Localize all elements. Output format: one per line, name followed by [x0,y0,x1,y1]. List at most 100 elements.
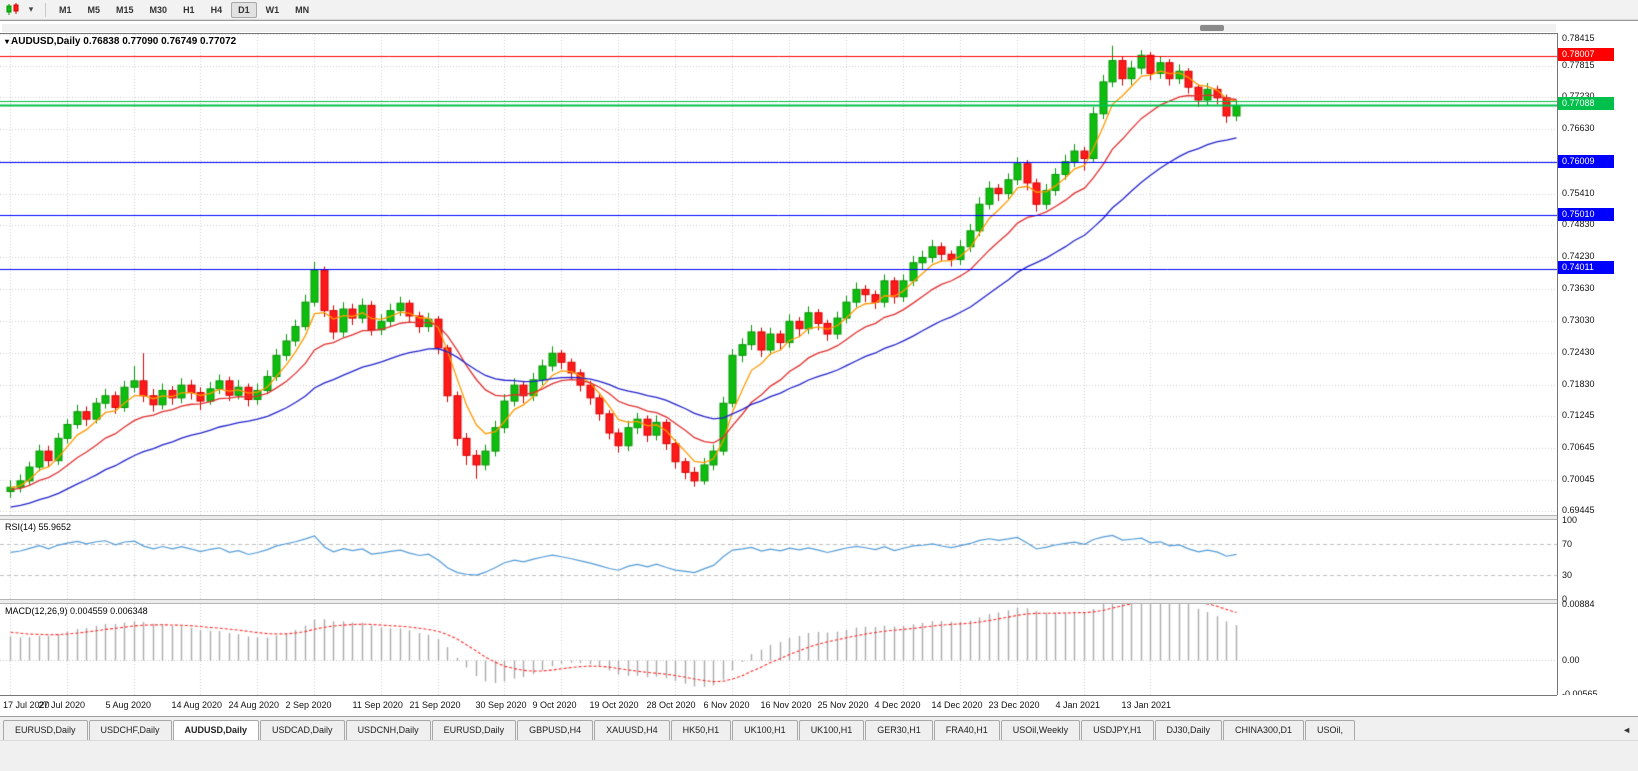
chart-title: ▾ AUDUSD,Daily 0.76838 0.77090 0.76749 0.… [5,36,236,47]
panel-separator[interactable] [0,599,1638,604]
chart-tab-audusd-daily[interactable]: AUDUSD,Daily [172,720,260,740]
date-label: 25 Nov 2020 [817,700,869,710]
date-label: 4 Dec 2020 [874,700,921,710]
chart-tab-xauusd-h4[interactable]: XAUUSD,H4 [594,720,670,740]
chart-ohlc-values: 0.76838 0.77090 0.76749 0.77072 [83,36,237,47]
timeframe-button-mn[interactable]: MN [295,4,310,15]
hline-price-badge: 0.76009 [1558,154,1614,168]
price-tick-label: 0.74230 [1562,250,1595,261]
macd-values: 0.004559 0.006348 [70,606,148,616]
date-label: 24 Aug 2020 [228,700,280,710]
price-tick-label: 0.78415 [1562,33,1595,43]
chart-tab-eurusd-daily[interactable]: EURUSD,Daily [3,720,88,740]
timeframe-button-group: M1 M5 M15 M30 H1 H4 D1 W1 MN [51,1,317,18]
date-label: 14 Dec 2020 [931,700,983,710]
chart-tab-china300-d1[interactable]: CHINA300,D1 [1223,720,1305,740]
price-tick-label: 0.74830 [1562,218,1595,229]
price-axis[interactable]: 0.78415 0.77815 0.77230 0.76630 0.75410 0.748… [1557,33,1638,695]
chart-scrollbar[interactable] [2,24,1556,32]
price-tick-label: 0.77230 [1562,91,1595,102]
date-label: 14 Aug 2020 [171,700,223,710]
price-tick-label: 0.76630 [1562,123,1595,134]
date-label: 13 Jan 2021 [1121,700,1172,710]
hline-price-badge: 0.74011 [1558,261,1614,275]
chart-tab-eurusd-daily[interactable]: EURUSD,Daily [431,720,517,740]
hline-price-badge: 0.77088 [1558,97,1614,111]
symbol-dropdown-icon: ▾ [5,37,10,46]
price-tick-label: 0.71245 [1562,409,1595,420]
date-label: 21 Sep 2020 [409,700,461,710]
chart-tab-usdcnh-daily[interactable]: USDCNH,Daily [345,720,431,740]
main-chart-canvas[interactable] [0,34,1557,516]
macd-canvas[interactable] [0,604,1557,695]
chart-tab-usoil-weekly[interactable]: USOil,Weekly [1000,720,1081,740]
date-label: 6 Nov 2020 [703,700,750,710]
timeframe-button-m1[interactable]: M1 [59,4,72,15]
price-tick-label: 0.77815 [1562,60,1595,71]
price-tick-label: 0.71830 [1562,378,1595,389]
chart-tab-usdchf-daily[interactable]: USDCHF,Daily [88,720,172,740]
price-chart-panel: ▾ AUDUSD,Daily 0.76838 0.77090 0.76749 0.… [0,33,1557,516]
price-tick-label: 0.70045 [1562,473,1595,484]
time-axis[interactable]: 17 Jul 2020 27 Jul 2020 5 Aug 2020 14 Aug 2… [0,695,1557,717]
macd-label: MACD(12,26,9) 0.004559 0.006348 [5,606,148,616]
date-label: 16 Nov 2020 [760,700,812,710]
date-label: 30 Sep 2020 [475,700,527,710]
chart-tabs: EURUSD,Daily USDCHF,Daily AUDUSD,Daily USDC… [3,720,1356,740]
chart-dropdown-icon[interactable]: ▾ [28,4,34,14]
date-label: 23 Dec 2020 [988,700,1040,710]
chart-window: ▾ AUDUSD,Daily 0.76838 0.77090 0.76749 0.… [0,20,1638,717]
macd-axis-label: 0.00884 [1562,599,1595,609]
chart-tabs-bar: EURUSD,Daily USDCHF,Daily AUDUSD,Daily USDC… [0,716,1638,740]
date-label: 5 Aug 2020 [105,700,152,710]
panel-separator[interactable] [0,515,1638,520]
date-label: 28 Oct 2020 [646,700,696,710]
hline-price-badge: 0.75010 [1558,207,1614,221]
price-tick-label: 0.73030 [1562,314,1595,325]
date-label: 11 Sep 2020 [352,700,403,710]
rsi-value: 55.9652 [38,522,72,532]
rsi-panel: RSI(14) 55.9652 [0,520,1557,599]
macd-axis-label: -0.00565 [1562,689,1598,695]
price-tick-label: 0.69445 [1562,505,1595,516]
rsi-canvas[interactable] [0,520,1557,599]
chart-tab-uk100-h1[interactable]: UK100,H1 [732,720,798,740]
hline-price-badge: 0.78007 [1558,48,1614,62]
timeframe-button-m5[interactable]: M5 [87,4,101,15]
chart-scrollbar-thumb[interactable] [1200,25,1224,31]
chart-type-icon[interactable] [4,2,22,18]
chart-tab-dj30-daily[interactable]: DJ30,Daily [1154,720,1223,740]
date-label: 4 Jan 2021 [1055,700,1101,710]
timeframe-button-h1[interactable]: H1 [183,4,195,15]
rsi-level-label: 100 [1562,515,1578,525]
timeframe-button-m30[interactable]: M30 [149,4,168,15]
chart-tab-uk100-h1[interactable]: UK100,H1 [798,720,865,740]
date-label: 2 Sep 2020 [285,700,332,710]
date-label: 17 Jul 2020 [3,700,50,710]
chart-tab-usdcad-daily[interactable]: USDCAD,Daily [260,720,345,740]
status-bar [0,740,1638,771]
price-tick-label: 0.70645 [1562,441,1595,452]
rsi-level-label: 30 [1562,570,1573,581]
chart-tab-usoil[interactable]: USOil, [1305,720,1356,740]
macd-panel: MACD(12,26,9) 0.004559 0.006348 [0,604,1557,695]
rsi-level-label: 0 [1562,594,1568,604]
timeframe-button-m15[interactable]: M15 [116,4,134,15]
chart-tab-usdjpy-h1[interactable]: USDJPY,H1 [1081,720,1154,740]
chart-tab-ger30-h1[interactable]: GER30,H1 [865,720,933,740]
tab-scroll-left-button[interactable]: ◄ [1622,725,1631,735]
chart-tab-gbpusd-h4[interactable]: GBPUSD,H4 [517,720,594,740]
toolbar-separator [45,2,46,17]
chart-tab-hk50-h1[interactable]: HK50,H1 [670,720,732,740]
toolbar: ▾ M1 M5 M15 M30 H1 H4 D1 W1 MN [0,0,1638,20]
price-tick-label: 0.72430 [1562,346,1595,357]
timeframe-button-h4[interactable]: H4 [210,4,223,15]
macd-axis-label: 0.00 [1562,654,1580,665]
chart-symbol: AUDUSD,Daily [11,36,81,47]
date-label: 19 Oct 2020 [589,700,639,710]
timeframe-button-d1[interactable]: D1 [231,1,257,18]
date-label: 9 Oct 2020 [532,700,577,710]
chart-tab-fra40-h1[interactable]: FRA40,H1 [933,720,1000,740]
timeframe-button-w1[interactable]: W1 [265,4,280,15]
